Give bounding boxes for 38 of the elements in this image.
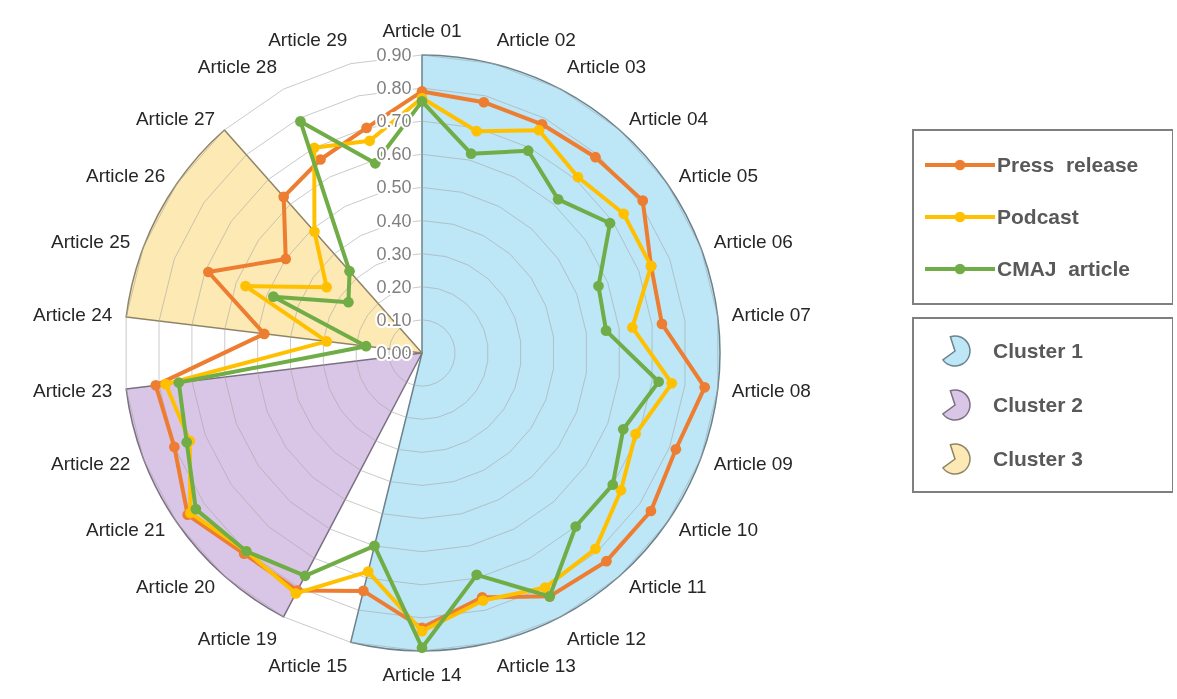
spoke-label: Article 10 (678, 519, 758, 541)
spoke-label: Article 07 (731, 304, 811, 326)
legend-label: Cluster 1 (993, 339, 1084, 362)
legend-label: Cluster 3 (993, 447, 1083, 470)
spoke-label: Article 19 (197, 628, 278, 650)
spoke-label: Article 14 (382, 664, 463, 685)
spoke-label: Article 06 (713, 231, 793, 253)
spoke-label: Article 04 (628, 108, 709, 130)
y-tick-label: 0.40 (376, 210, 412, 231)
y-tick-label: 0.30 (376, 243, 412, 264)
spoke-label: Article 13 (496, 654, 576, 676)
y-tick-label: 0.90 (376, 45, 412, 65)
spoke-label: Article 09 (713, 452, 793, 474)
legend-label: CMAJ article (997, 257, 1131, 280)
spoke-label: Article 24 (33, 304, 113, 326)
spoke-label: Article 02 (496, 29, 576, 51)
spoke-label: Article 20 (135, 575, 216, 597)
spoke-label: Article 11 (628, 575, 707, 597)
y-tick-label: 0.50 (376, 177, 412, 198)
spoke-label: Article 28 (197, 55, 278, 77)
spoke-label: Article 21 (86, 519, 166, 541)
spoke-label: Article 08 (731, 379, 811, 401)
spoke-label: Article 25 (51, 231, 131, 253)
spoke-label: Article 12 (566, 628, 647, 650)
spoke-label: Article 22 (51, 452, 131, 474)
spoke-label: Article 03 (566, 55, 647, 77)
spoke-label: Article 23 (33, 379, 113, 401)
legend-label: Press release (997, 153, 1139, 176)
legend-label: Podcast (997, 205, 1079, 228)
spoke-label: Article 05 (678, 164, 758, 186)
spoke-label: Article 01 (382, 20, 462, 41)
spoke-label: Article 27 (135, 108, 216, 130)
spoke-label: Article 26 (86, 164, 166, 186)
legend-label: Cluster 2 (993, 393, 1083, 416)
spoke-label: Article 15 (268, 654, 348, 676)
y-tick-label: 0.20 (376, 276, 412, 297)
y-tick-label: 0.80 (376, 78, 412, 99)
spoke-label: Article 29 (268, 29, 348, 51)
